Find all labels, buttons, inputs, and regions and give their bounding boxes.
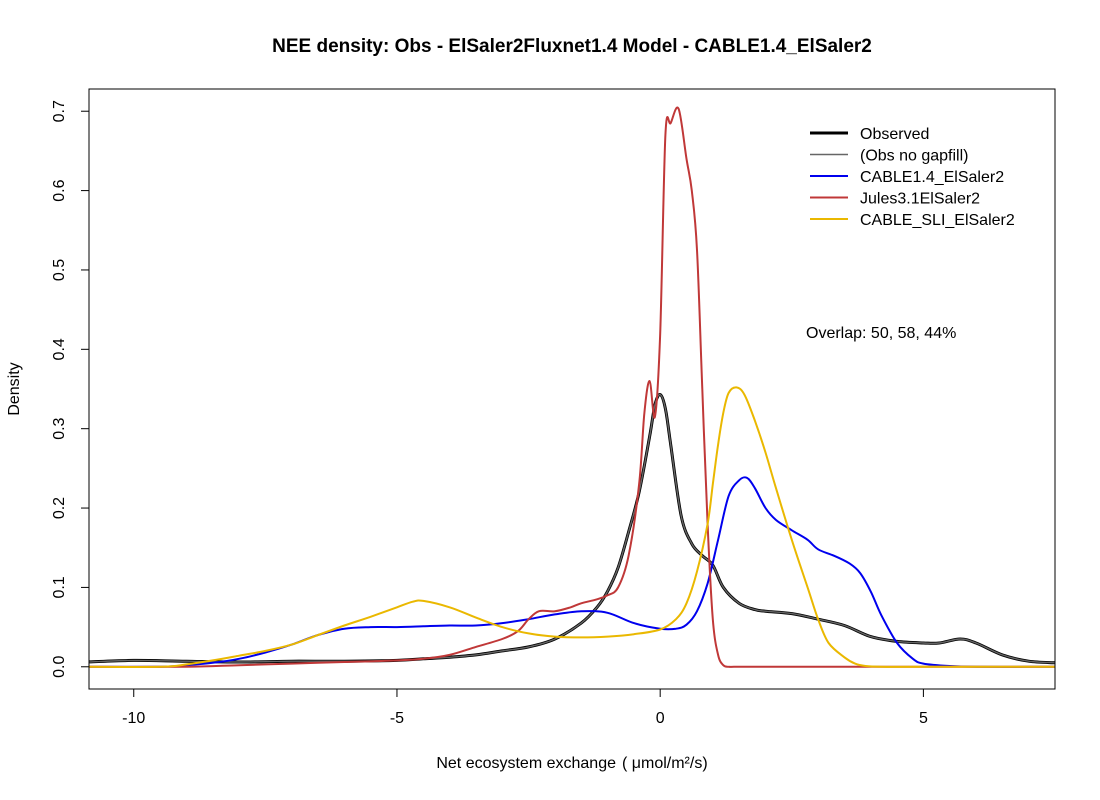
y-tick-label: 0.5: [51, 259, 68, 281]
x-tick-label: -5: [390, 710, 404, 727]
legend-label: Observed: [860, 126, 929, 143]
y-tick-label: 0.1: [51, 576, 68, 598]
legend-label: Jules3.1ElSaler2: [860, 191, 980, 208]
series-line-obs-no-gapfill: [89, 393, 1055, 664]
y-tick-label: 0.2: [51, 497, 68, 519]
x-axis-label-text: Net ecosystem exchange: [436, 755, 616, 772]
series-line-jules3-1elsaler2: [89, 106, 1055, 668]
legend-label: (Obs no gapfill): [860, 148, 969, 165]
x-axis: -10 -5 0 5: [122, 689, 928, 727]
plot-frame: [88, 88, 1056, 690]
y-tick-label: 0.7: [51, 100, 68, 122]
legend-label: CABLE_SLI_ElSaler2: [860, 212, 1015, 229]
y-tick-label: 0.4: [51, 338, 68, 360]
x-axis-label-unit: ( μmol/m²/s): [622, 755, 708, 772]
x-tick-label: 0: [656, 710, 665, 727]
y-tick-label: 0.0: [51, 656, 68, 678]
y-axis: 0.0 0.1 0.2 0.3 0.4 0.5 0.6 0.7: [51, 100, 89, 678]
x-axis-label: Net ecosystem exchange ( μmol/m²/s): [436, 755, 707, 772]
y-axis-label: Density: [6, 362, 23, 415]
series-line-observed: [89, 393, 1055, 665]
chart-title: NEE density: Obs - ElSaler2Fluxnet1.4 Mo…: [272, 36, 872, 57]
x-tick-label: 5: [919, 710, 928, 727]
overlap-annotation: Overlap: 50, 58, 44%: [806, 325, 956, 342]
series-layer: [89, 106, 1055, 668]
legend: Observed (Obs no gapfill) CABLE1.4_ElSaler…: [810, 126, 1015, 229]
series-line-cable1-4-elsaler2: [89, 476, 1055, 668]
x-tick-label: -10: [122, 710, 145, 727]
y-tick-label: 0.3: [51, 417, 68, 439]
series-line-cable-sli-elsaler2: [89, 386, 1055, 668]
legend-label: CABLE1.4_ElSaler2: [860, 169, 1004, 186]
y-tick-label: 0.6: [51, 179, 68, 201]
